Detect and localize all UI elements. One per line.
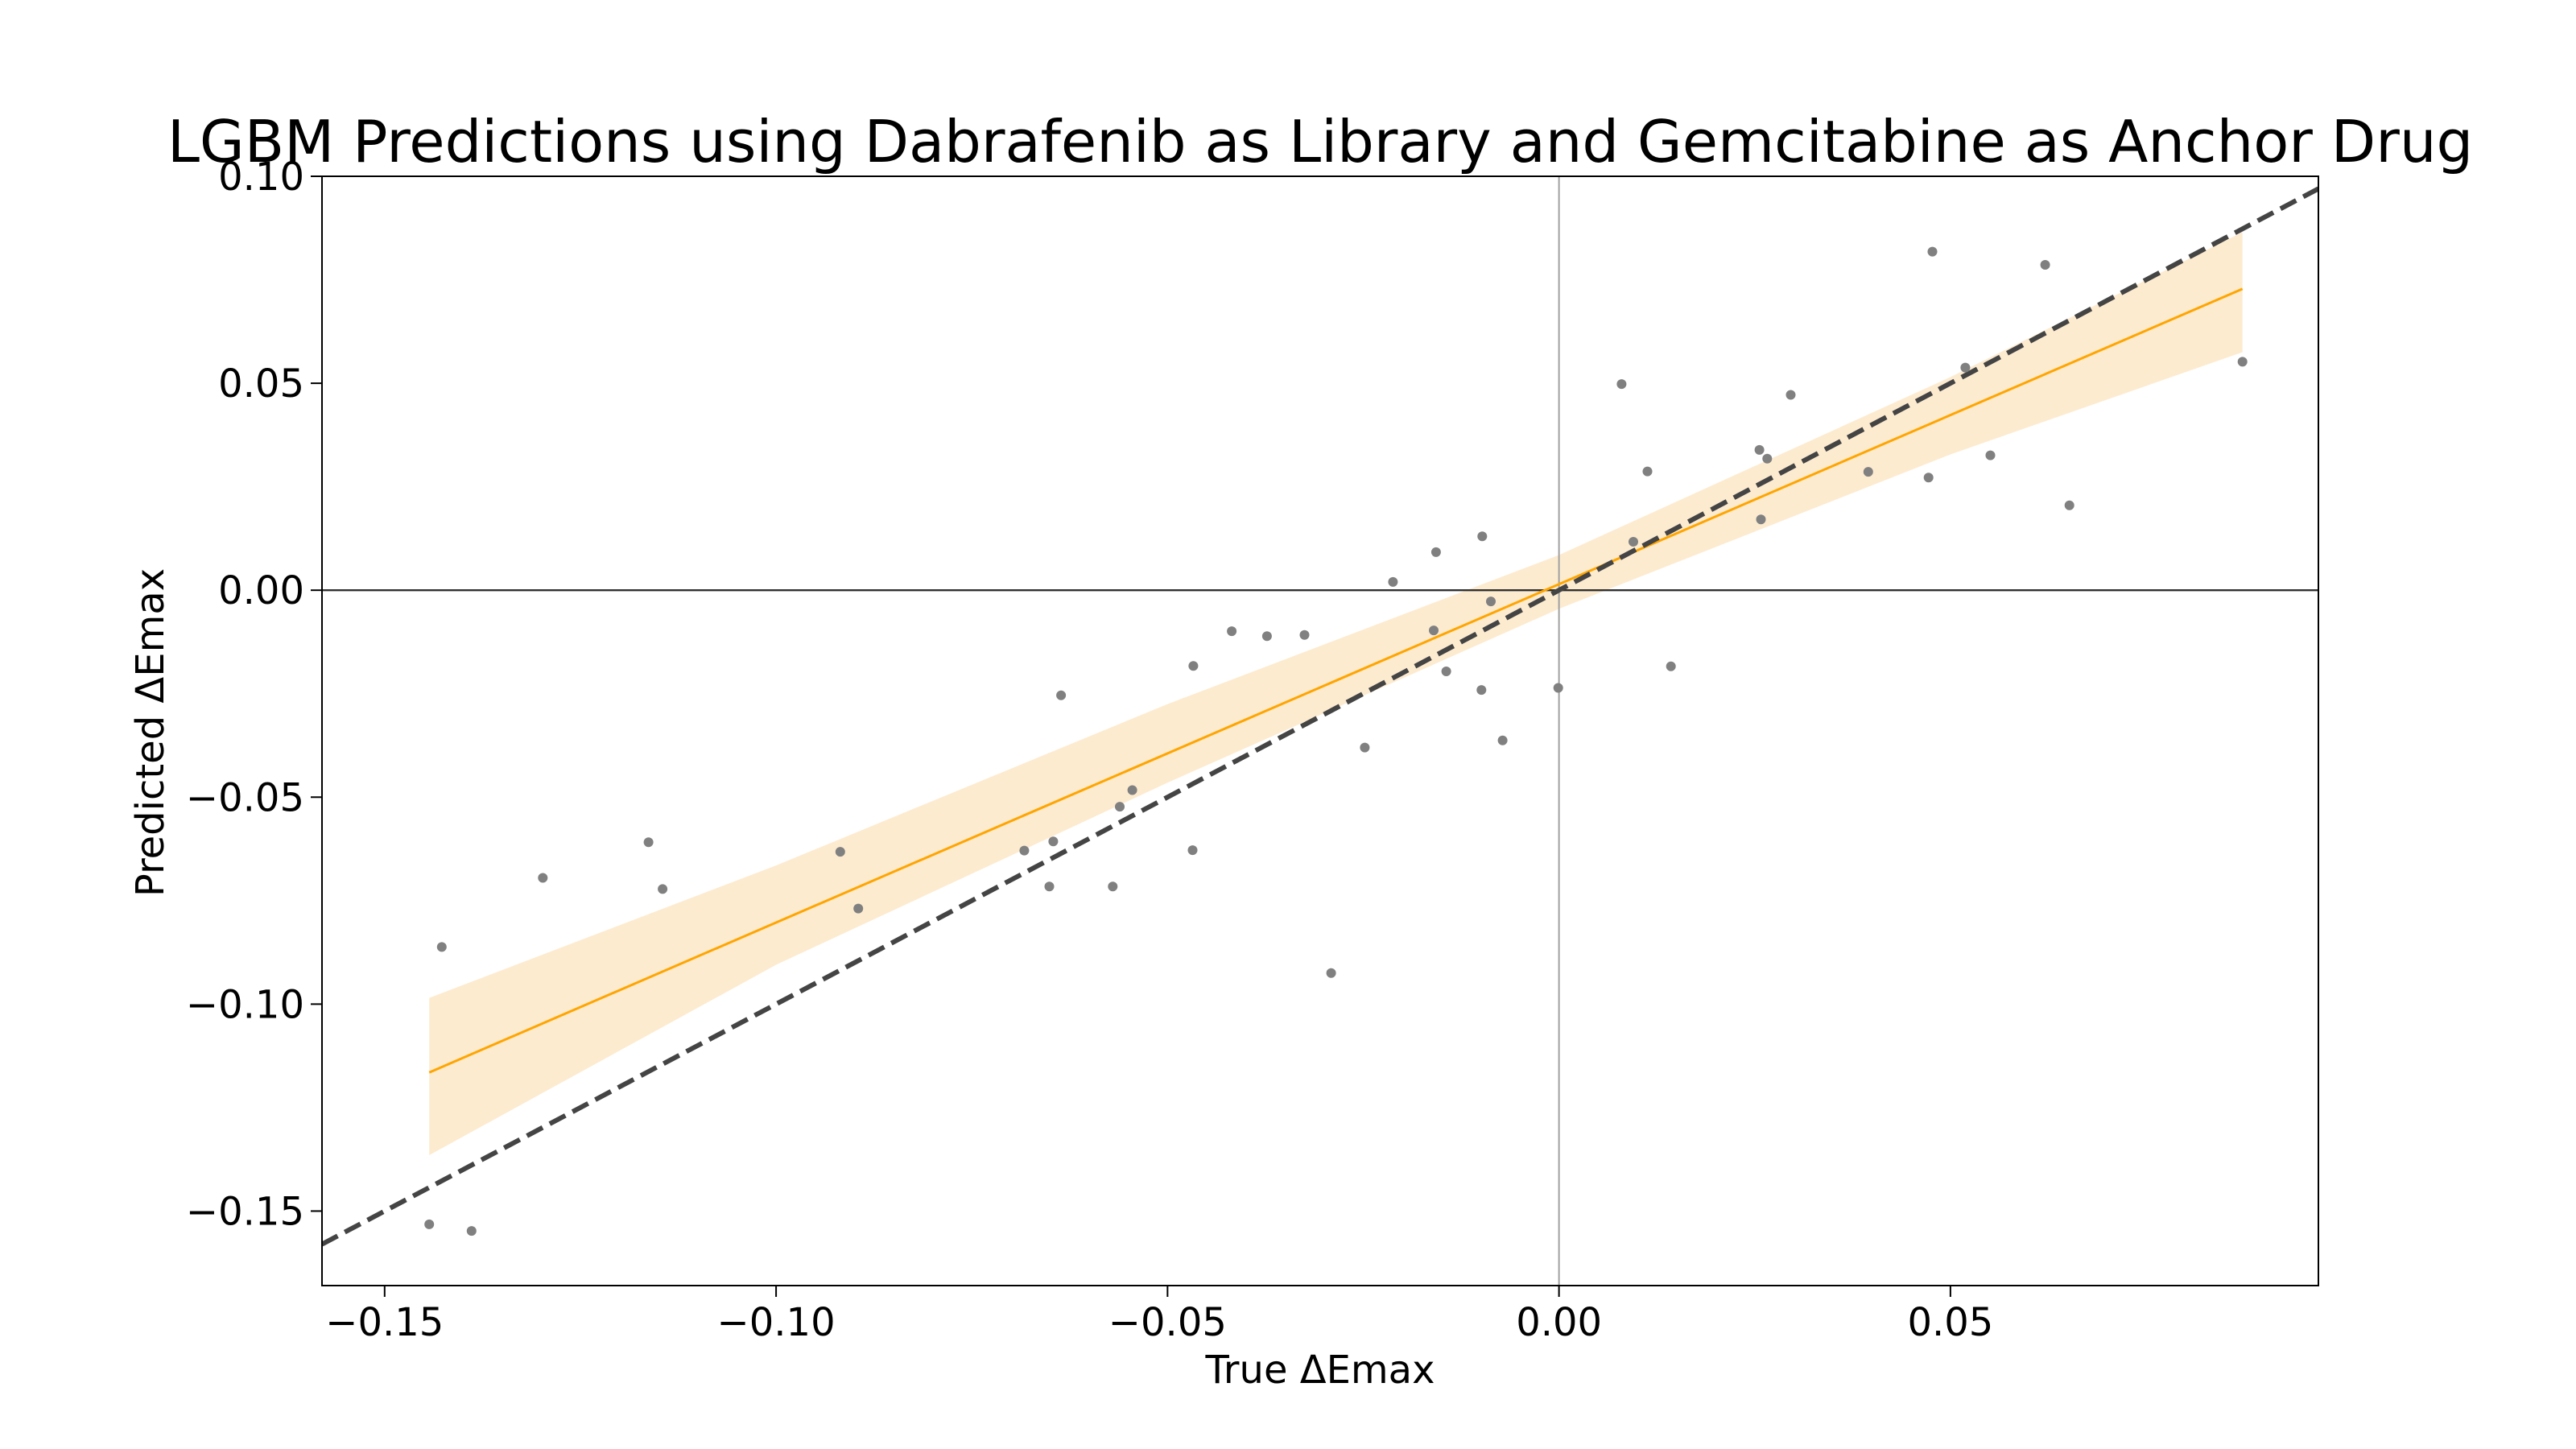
- x-tick-label: −0.15: [325, 1300, 444, 1345]
- data-point: [1756, 514, 1766, 525]
- data-point: [1299, 630, 1310, 640]
- data-point: [466, 1226, 477, 1236]
- y-tick-label: 0.10: [218, 155, 304, 200]
- data-point: [835, 847, 845, 857]
- data-point: [1754, 444, 1765, 455]
- data-point: [1188, 661, 1199, 671]
- data-point: [1388, 576, 1398, 587]
- data-point: [1476, 685, 1487, 696]
- data-point: [1616, 379, 1627, 390]
- data-point: [658, 884, 668, 894]
- data-point: [2040, 260, 2050, 270]
- y-axis-label: Predicted ΔEmax: [128, 568, 173, 897]
- axes: −0.15 −0.10 −0.05 0.00 0.05 0.10 0.05 0.00 −0.05…: [186, 155, 2319, 1345]
- plot-area: [322, 176, 2318, 1286]
- y-tick-label: 0.05: [218, 361, 304, 407]
- data-point: [2064, 500, 2074, 510]
- data-point: [1553, 683, 1563, 693]
- data-point: [1056, 690, 1067, 700]
- data-point: [1019, 845, 1030, 856]
- x-tick-label: 0.00: [1516, 1300, 1602, 1345]
- plot-frame: [321, 175, 2319, 1286]
- x-axis-label: True ΔEmax: [1205, 1348, 1435, 1393]
- data-point: [2237, 357, 2248, 367]
- y-tick-label: −0.10: [186, 982, 304, 1027]
- data-point: [1227, 626, 1237, 637]
- data-point: [1429, 625, 1439, 636]
- chart-title: LGBM Predictions using Dabrafenib as Lib…: [167, 108, 2473, 175]
- regression-line: [428, 287, 2244, 1074]
- data-point: [1666, 661, 1676, 671]
- data-point: [1927, 246, 1938, 257]
- data-point: [1187, 845, 1198, 856]
- data-point: [1923, 473, 1934, 483]
- data-point: [1108, 881, 1118, 892]
- y-tick-label: −0.15: [186, 1189, 304, 1234]
- data-point: [1785, 390, 1796, 400]
- data-point: [1430, 547, 1441, 557]
- data-point: [1044, 881, 1055, 892]
- data-point: [1115, 802, 1125, 812]
- identity-line: [322, 186, 2318, 1247]
- data-point: [1477, 531, 1488, 542]
- data-point: [1960, 362, 1971, 373]
- y-tick-label: −0.05: [186, 775, 304, 820]
- data-point: [436, 942, 447, 952]
- data-point: [1762, 453, 1773, 464]
- plot-content: [322, 176, 2318, 1286]
- data-point: [1441, 667, 1451, 676]
- data-point: [424, 1219, 435, 1229]
- data-point: [1261, 631, 1272, 642]
- data-point: [1127, 785, 1137, 795]
- data-point: [643, 837, 654, 848]
- data-point: [1360, 742, 1370, 753]
- data-point: [1486, 597, 1496, 607]
- data-point: [1048, 836, 1059, 847]
- data-point: [1985, 450, 1996, 460]
- data-point: [853, 903, 864, 914]
- data-point: [1497, 735, 1508, 745]
- x-tick-label: −0.05: [1108, 1300, 1227, 1345]
- data-point: [1629, 537, 1638, 547]
- data-point: [1863, 467, 1873, 477]
- data-point: [1326, 968, 1336, 978]
- x-tick-label: −0.10: [717, 1300, 836, 1345]
- x-tick-label: 0.05: [1907, 1300, 1993, 1345]
- y-tick-label: 0.00: [218, 568, 304, 613]
- confidence-band: [429, 232, 2243, 1155]
- data-point: [1642, 466, 1653, 477]
- data-point: [538, 873, 548, 883]
